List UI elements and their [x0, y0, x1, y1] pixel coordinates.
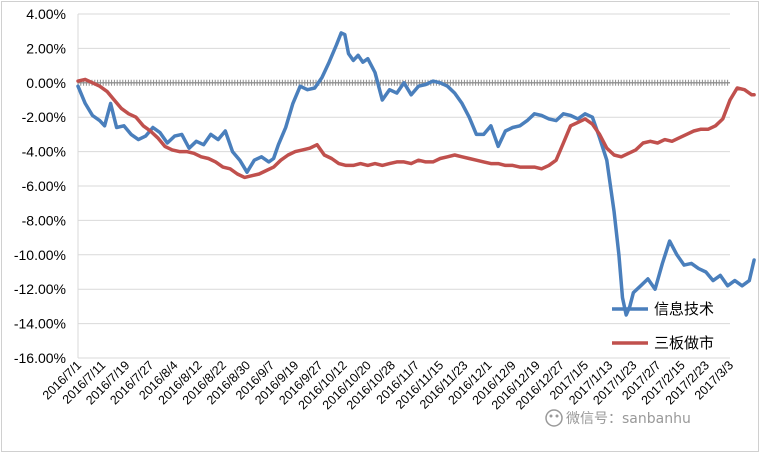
- x-axis-tick-labels: 2016/7/12016/7/112016/7/192016/7/272016/…: [40, 358, 736, 412]
- y-tick-label: 4.00%: [26, 6, 66, 22]
- y-tick-label: -4.00%: [22, 144, 66, 160]
- y-tick-label: 0.00%: [26, 75, 66, 91]
- y-gridlines: [77, 13, 730, 359]
- wechat-icon-dot-2: [555, 414, 559, 418]
- legend: 信息技术 三板做市: [612, 300, 714, 352]
- wechat-icon-dot: [549, 414, 553, 418]
- y-tick-label: -12.00%: [14, 281, 66, 297]
- y-tick-label: -16.00%: [14, 350, 66, 366]
- y-axis-tick-labels: 4.00% 2.00% 0.00% -2.00% -4.00% -6.00% -8.00% -…: [14, 6, 66, 366]
- y-tick-label: -8.00%: [22, 212, 66, 228]
- y-tick-label: -14.00%: [14, 316, 66, 332]
- y-tick-label: 2.00%: [26, 40, 66, 56]
- series-line-info-tech: [76, 31, 756, 317]
- y-tick-label: -2.00%: [22, 109, 66, 125]
- watermark: 微信号：sanbanhu: [545, 409, 691, 427]
- legend-label-info-tech: 信息技术: [654, 300, 714, 318]
- watermark-text: 微信号：sanbanhu: [566, 411, 691, 427]
- y-tick-label: -10.00%: [14, 247, 66, 263]
- legend-label-sanban-market: 三板做市: [654, 334, 714, 352]
- series-lines: [76, 31, 756, 317]
- y-tick-label: -6.00%: [22, 178, 66, 194]
- series-line-sanban-market: [76, 77, 756, 180]
- wechat-icon: [545, 409, 563, 427]
